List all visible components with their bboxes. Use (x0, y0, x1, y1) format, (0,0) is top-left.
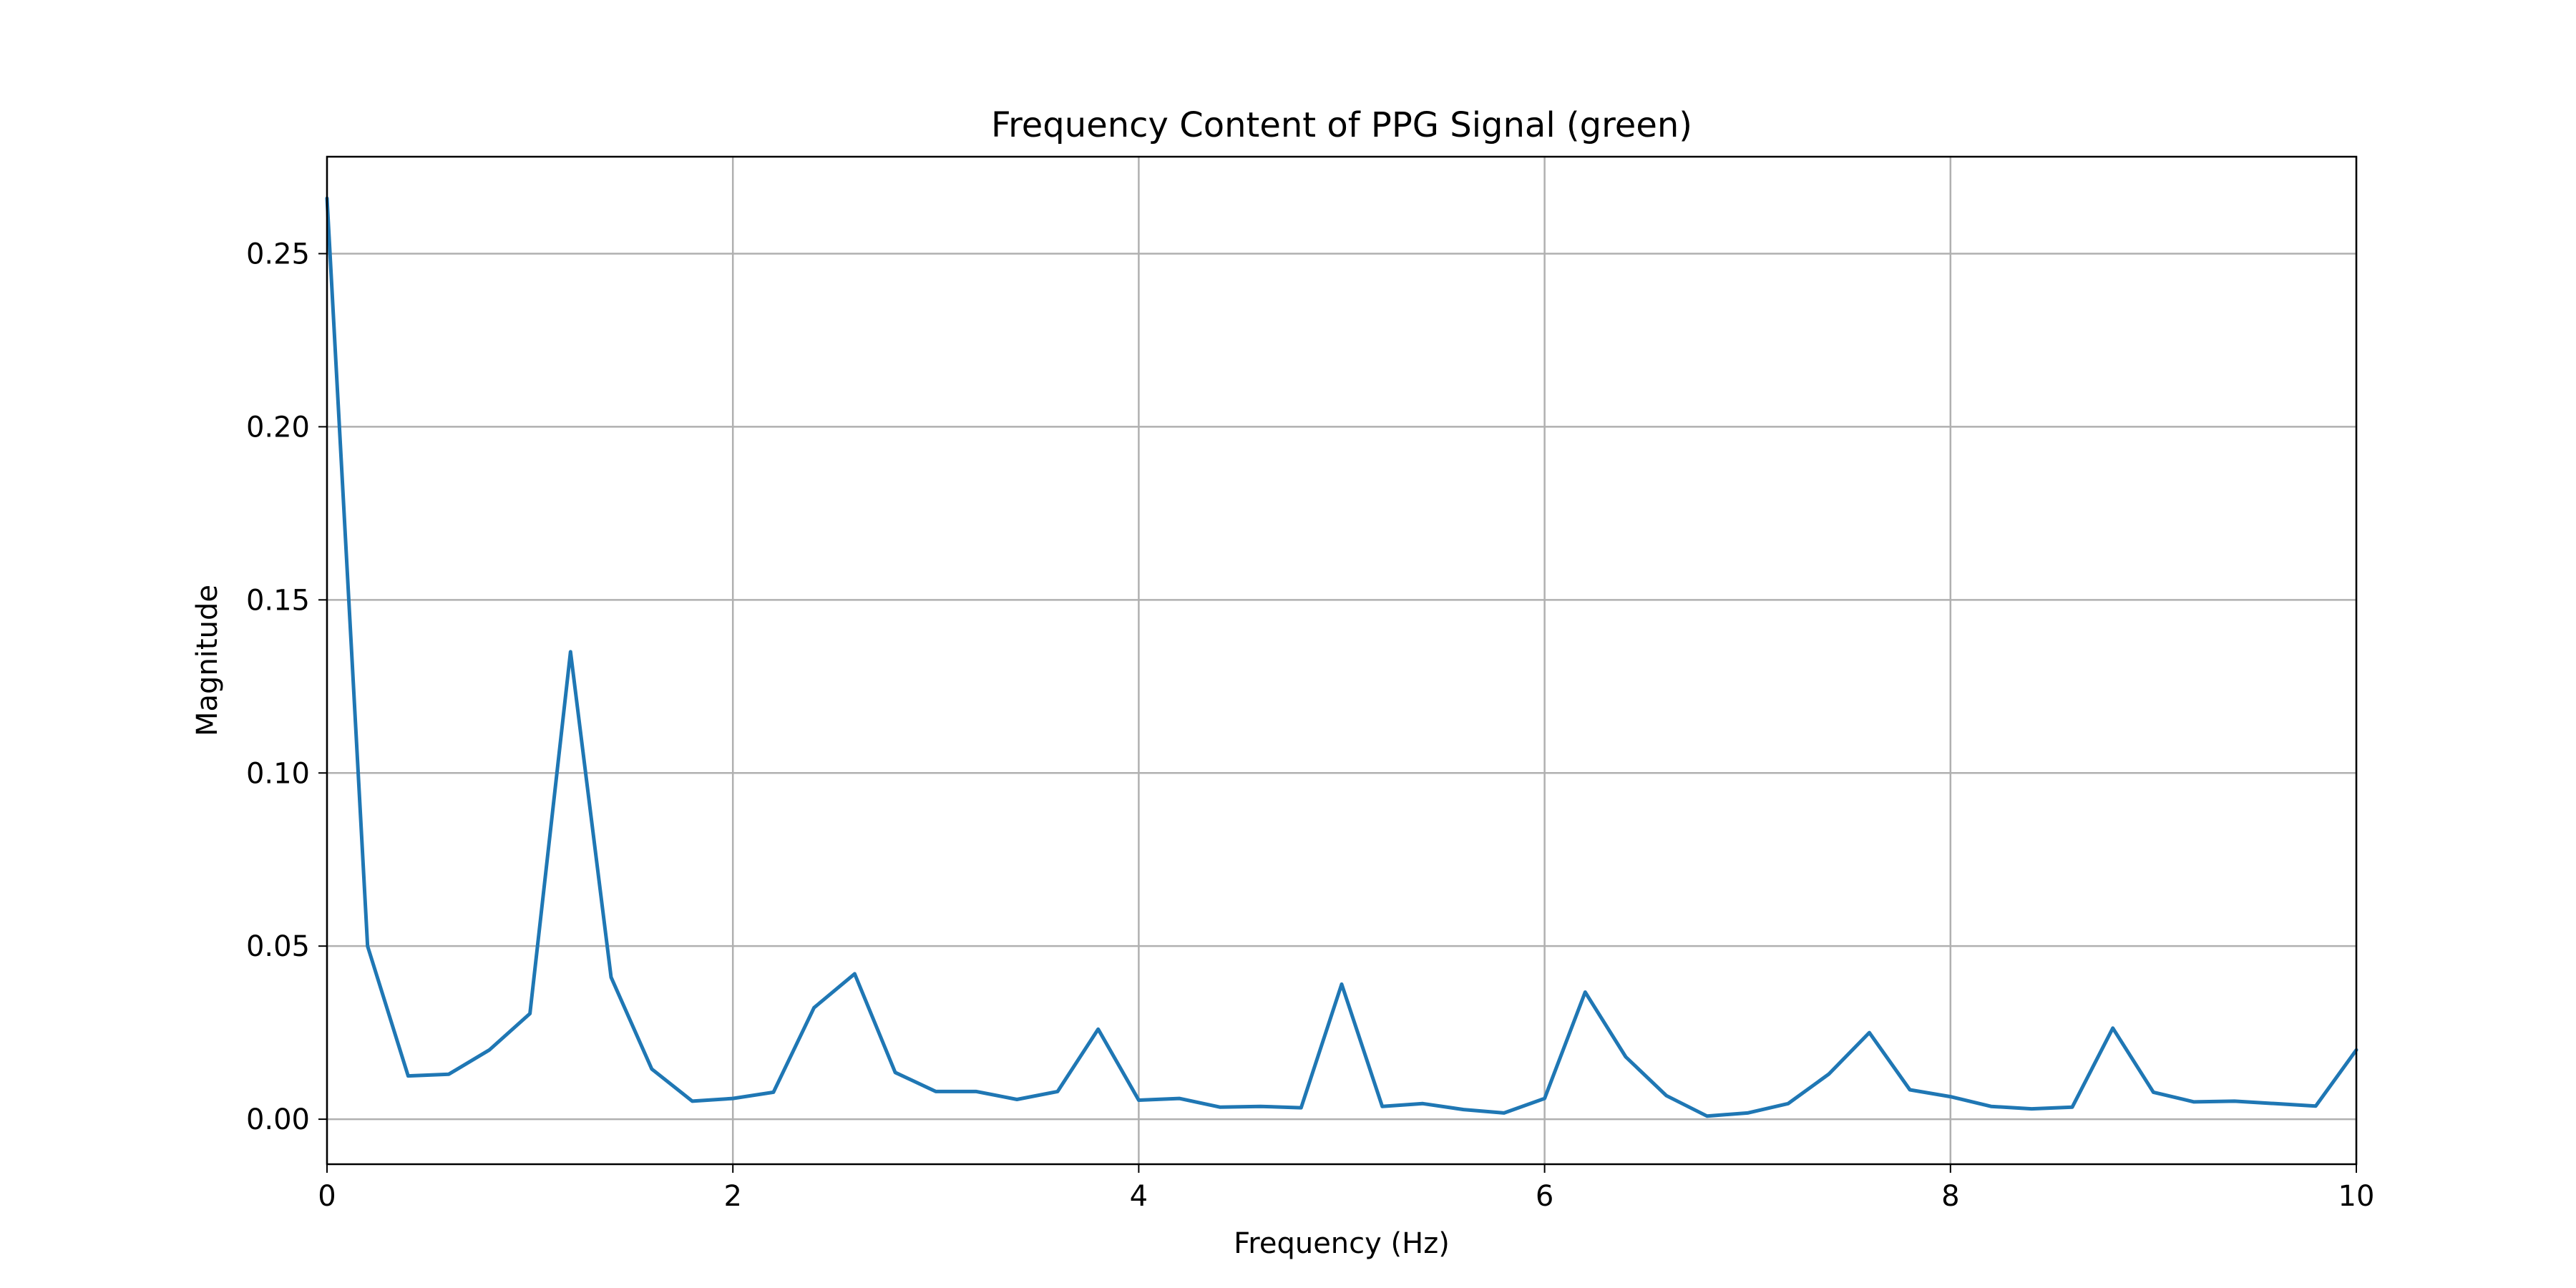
plot-series (325, 196, 2358, 1118)
x-axis-ticks: 0 2 4 6 8 10 (318, 1164, 2374, 1213)
y-tick-label: 0.15 (246, 584, 310, 617)
y-tick-label: 0.20 (246, 411, 310, 444)
y-tick-label: 0.25 (246, 238, 310, 270)
y-axis-label: Magnitude (191, 585, 224, 736)
x-axis-label: Frequency (Hz) (1234, 1227, 1450, 1260)
x-tick-label: 4 (1130, 1180, 1148, 1213)
plot-frame (326, 155, 2358, 1166)
x-tick-label: 8 (1941, 1180, 1959, 1213)
x-tick-label: 2 (723, 1180, 741, 1213)
x-tick-label: 6 (1536, 1180, 1553, 1213)
y-tick-label: 0.05 (246, 930, 310, 963)
x-tick-label: 0 (318, 1180, 336, 1213)
x-tick-label: 10 (2338, 1180, 2375, 1213)
y-tick-label: 0.00 (246, 1103, 310, 1136)
chart-title: Frequency Content of PPG Signal (green) (991, 105, 1692, 145)
y-tick-label: 0.10 (246, 757, 310, 790)
y-axis-ticks: 0.00 0.05 0.10 0.15 0.20 0.25 (246, 238, 327, 1136)
